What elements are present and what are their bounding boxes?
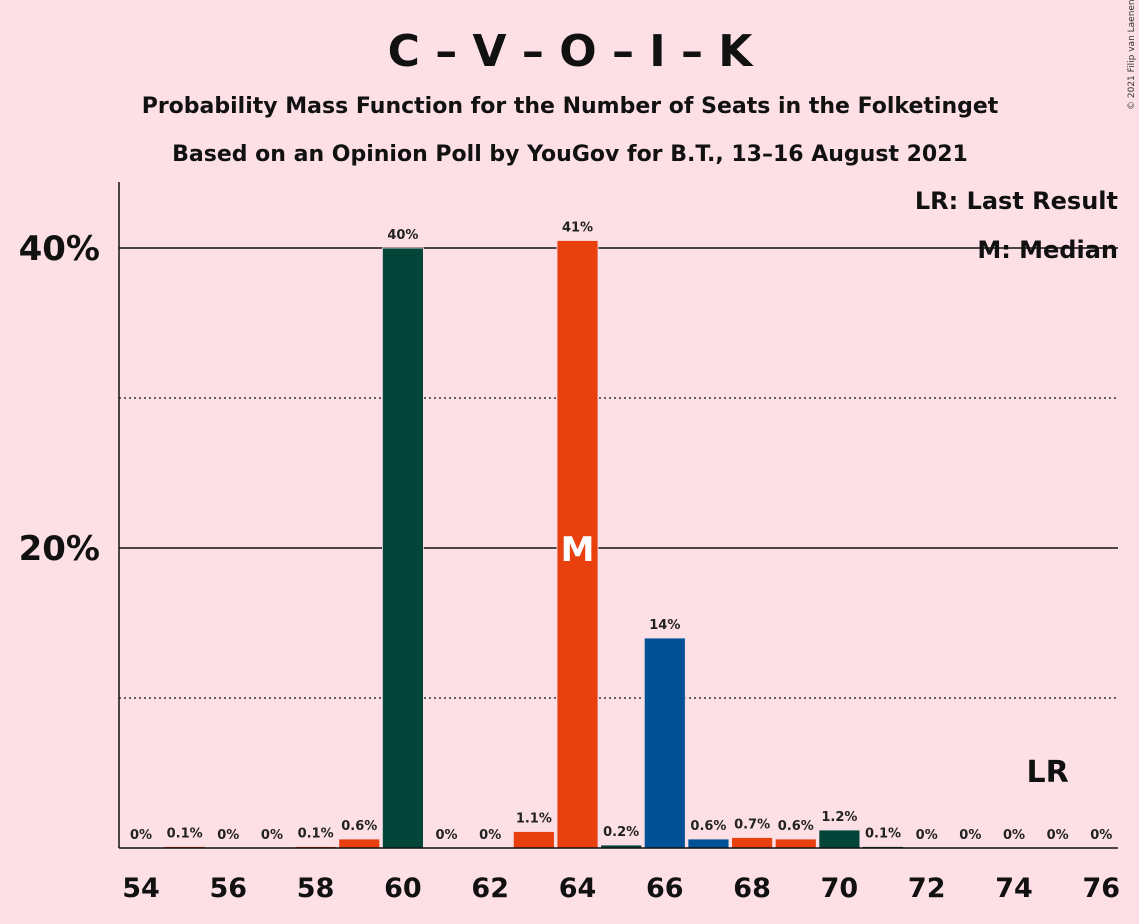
y-tick-label: 20%	[19, 529, 100, 569]
bar-label-68: 0.7%	[734, 818, 770, 833]
x-tick-label: 76	[1083, 873, 1121, 904]
bar-seats-67	[687, 838, 730, 849]
markers: M LR	[561, 530, 1069, 790]
x-tick-label: 70	[821, 873, 859, 904]
bars	[163, 240, 904, 849]
legend-median: M: Median	[977, 236, 1118, 264]
x-tick-label: 68	[733, 873, 771, 904]
bar-seats-60	[381, 247, 424, 849]
bar-label-66: 14%	[649, 618, 680, 633]
y-tick-label: 40%	[19, 229, 100, 269]
bar-label-64: 41%	[562, 221, 593, 236]
bar-seats-66	[643, 637, 686, 849]
chart-subtitle-2: Based on an Opinion Poll by YouGov for B…	[172, 142, 968, 167]
bar-labels: 0% 0.1% 0% 0% 0.1% 0.6% 40% 0% 0% 1.1% 41% 0.2% 14% 0…	[130, 221, 1112, 844]
x-tick-label: 56	[210, 873, 248, 904]
bar-seats-63	[512, 831, 555, 849]
median-marker: M	[561, 530, 595, 570]
chart-title: C – V – O – I – K	[388, 26, 755, 77]
x-tick-label: 64	[559, 873, 597, 904]
bar-label-74: 0%	[1003, 828, 1025, 843]
chart-subtitle: Probability Mass Function for the Number…	[142, 94, 999, 119]
x-tick-labels: 54 56 58 60 62 64 66 68 70 72 74 76	[122, 873, 1120, 904]
axes	[118, 182, 1118, 849]
bar-label-57: 0%	[261, 828, 283, 843]
x-tick-label: 74	[995, 873, 1033, 904]
bar-label-76: 0%	[1090, 828, 1112, 843]
bar-label-61: 0%	[436, 828, 458, 843]
bar-label-63: 1.1%	[516, 812, 552, 827]
bar-label-59: 0.6%	[341, 819, 377, 834]
bar-seats-70	[818, 829, 861, 849]
bar-label-67: 0.6%	[690, 819, 726, 834]
last-result-marker: LR	[1027, 755, 1069, 790]
bar-label-56: 0%	[217, 828, 239, 843]
bar-label-58: 0.1%	[298, 827, 334, 842]
x-tick-label: 54	[122, 873, 160, 904]
copyright-notice: © 2021 Filip van Laenen	[1127, 0, 1137, 110]
bar-label-73: 0%	[959, 828, 981, 843]
bar-label-55: 0.1%	[167, 827, 203, 842]
bar-label-62: 0%	[479, 828, 501, 843]
y-tick-labels: 20% 40%	[19, 229, 100, 569]
legend-last-result: LR: Last Result	[915, 187, 1118, 215]
bar-label-69: 0.6%	[778, 819, 814, 834]
bar-label-71: 0.1%	[865, 827, 901, 842]
bar-label-70: 1.2%	[821, 810, 857, 825]
x-tick-label: 58	[297, 873, 335, 904]
x-tick-label: 62	[471, 873, 509, 904]
bar-seats-69	[774, 838, 817, 849]
bar-seats-68	[731, 837, 773, 849]
gridlines	[119, 247, 1118, 699]
bar-label-75: 0%	[1047, 828, 1069, 843]
x-tick-label: 66	[646, 873, 684, 904]
x-tick-label: 72	[908, 873, 946, 904]
x-tick-label: 60	[384, 873, 422, 904]
bar-label-60: 40%	[387, 228, 418, 243]
bar-label-72: 0%	[916, 828, 938, 843]
bar-label-54: 0%	[130, 828, 152, 843]
bar-label-65: 0.2%	[603, 825, 639, 840]
bar-seats-59	[338, 838, 381, 849]
